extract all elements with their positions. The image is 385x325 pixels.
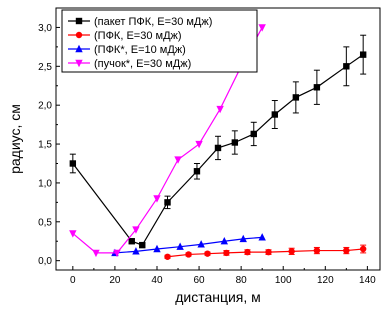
data-point (220, 237, 229, 245)
legend-box (61, 9, 258, 73)
data-point (258, 24, 266, 32)
data-point (185, 251, 192, 258)
y-tick-label: 3,0 (38, 23, 52, 34)
data-point (132, 247, 140, 255)
series-line (72, 27, 263, 254)
y-tick-label: 2,5 (38, 62, 52, 73)
data-point (153, 244, 161, 253)
data-point (164, 199, 171, 206)
data-point (258, 233, 266, 241)
legend-marker (75, 44, 83, 53)
data-point (313, 84, 321, 91)
y-tick-label: 0,5 (38, 217, 52, 228)
legend-label: (пакет ПФК, E=30 мДж) (94, 16, 212, 28)
data-point (69, 230, 77, 238)
legend-label: (ПФК*, E=10 мДж) (94, 44, 186, 56)
legend: (пакет ПФК, E=30 мДж) (ПФК, E=30 мДж) (ПФК… (61, 9, 258, 73)
series-4 (69, 24, 266, 258)
legend-marker (75, 31, 83, 39)
data-point (288, 248, 295, 255)
data-point (128, 238, 135, 245)
y-axis-title: радиус, см (7, 104, 23, 174)
data-point (223, 249, 230, 257)
legend-label: (пучок*, E=30 мДж) (94, 58, 191, 70)
legend-marker (75, 59, 83, 68)
data-point (164, 253, 171, 260)
series-line (114, 236, 263, 254)
legend-marker (75, 17, 83, 25)
data-point (359, 51, 367, 58)
x-axis-title: дистанция, м (175, 289, 261, 305)
series-1 (69, 34, 367, 249)
series-line (167, 248, 364, 258)
y-tick-label: 1,5 (38, 140, 52, 151)
y-tick-label: 2,0 (38, 101, 52, 112)
data-point (174, 156, 182, 164)
data-point (132, 226, 140, 234)
data-point (176, 242, 184, 250)
data-point (292, 94, 300, 101)
y-tick-label: 1,0 (38, 178, 52, 189)
data-point (231, 139, 239, 146)
x-tick-label: 40 (151, 275, 163, 286)
data-point (265, 248, 272, 256)
data-point (193, 168, 201, 175)
data-point (271, 111, 279, 118)
x-tick-label: 100 (275, 275, 292, 286)
data-point (250, 130, 257, 138)
data-point (343, 63, 350, 70)
data-point (69, 160, 77, 167)
data-point (153, 195, 161, 203)
axis-ticks: 0 20 40 60 80 100 120 140 0,0 0,5 1,0 1,5 2,0 2,5 3,0 (38, 23, 376, 286)
x-tick-label: 140 (359, 275, 376, 286)
data-point (204, 250, 211, 257)
data-point (195, 140, 203, 149)
legend-label: (ПФК, E=30 мДж) (94, 30, 182, 42)
data-point (359, 245, 367, 253)
chart-marks (69, 24, 367, 260)
x-tick-label: 0 (70, 275, 76, 286)
x-tick-label: 20 (109, 275, 121, 286)
data-point (216, 105, 224, 114)
data-point (92, 249, 100, 258)
y-tick-label: 0,0 (38, 256, 52, 267)
series-3 (111, 233, 266, 257)
data-point (139, 241, 146, 249)
series-2 (164, 244, 367, 260)
x-tick-label: 120 (317, 275, 334, 286)
plot-frame (55, 7, 381, 271)
data-point (239, 234, 247, 243)
data-point (197, 240, 205, 248)
data-point (313, 247, 321, 254)
data-point (113, 249, 121, 258)
data-point (214, 144, 222, 152)
x-tick-label: 60 (194, 275, 206, 286)
data-point (244, 248, 251, 256)
x-tick-label: 80 (236, 275, 248, 286)
data-point (343, 247, 350, 254)
